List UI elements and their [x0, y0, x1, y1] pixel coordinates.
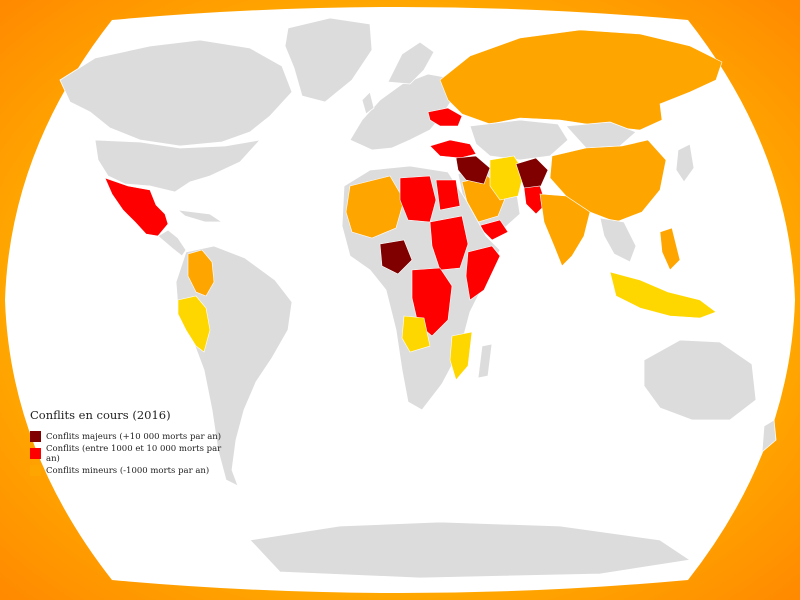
afghanistan: [515, 157, 549, 189]
legend-label-minor: Conflits mineurs (-1000 morts par an): [46, 465, 210, 476]
angola: [401, 315, 431, 353]
scandinavia: [387, 41, 435, 85]
greenland: [284, 17, 373, 103]
southeast-asia: [599, 217, 637, 263]
legend-swatch-minor: [30, 465, 41, 476]
nigeria: [379, 239, 413, 275]
yemen: [477, 219, 509, 241]
india: [539, 193, 591, 267]
legend: Conflits en cours (2016) Conflits majeur…: [30, 408, 230, 479]
colombia: [187, 249, 215, 297]
egypt: [435, 179, 461, 211]
sudan: [429, 215, 469, 271]
iran: [489, 155, 525, 201]
usa: [94, 139, 262, 193]
indonesia: [609, 271, 717, 319]
central-asia: [469, 119, 569, 161]
mozambique: [449, 331, 473, 381]
legend-swatch-conflict: [30, 448, 41, 459]
somalia: [465, 245, 501, 301]
syria-iraq: [455, 155, 491, 185]
japan: [675, 143, 695, 183]
legend-title: Conflits en cours (2016): [30, 408, 171, 422]
peru: [177, 295, 211, 353]
legend-swatch-major: [30, 431, 41, 442]
sahel-minor: [345, 175, 405, 239]
turkey: [429, 139, 477, 159]
china: [549, 139, 667, 223]
legend-item-minor: Conflits mineurs (-1000 morts par an): [30, 462, 230, 479]
antarctica: [249, 521, 692, 579]
madagascar: [477, 343, 493, 379]
australia: [643, 339, 757, 421]
legend-item-conflict: Conflits (entre 1000 et 10 000 morts par…: [30, 443, 230, 464]
pakistan: [523, 185, 547, 215]
central-america: [157, 229, 187, 257]
mexico: [104, 177, 169, 237]
legend-item-major: Conflits majeurs (+10 000 morts par an): [30, 428, 230, 445]
legend-label-major: Conflits majeurs (+10 000 morts par an): [46, 431, 222, 442]
ukraine: [427, 107, 463, 127]
legend-label-conflict: Conflits (entre 1000 et 10 000 morts par…: [46, 443, 222, 464]
caribbean: [176, 209, 224, 223]
north-america-north: [59, 39, 293, 147]
uk: [361, 91, 375, 115]
mongolia: [565, 121, 637, 149]
new-zealand: [761, 419, 777, 453]
philippines: [659, 227, 681, 271]
